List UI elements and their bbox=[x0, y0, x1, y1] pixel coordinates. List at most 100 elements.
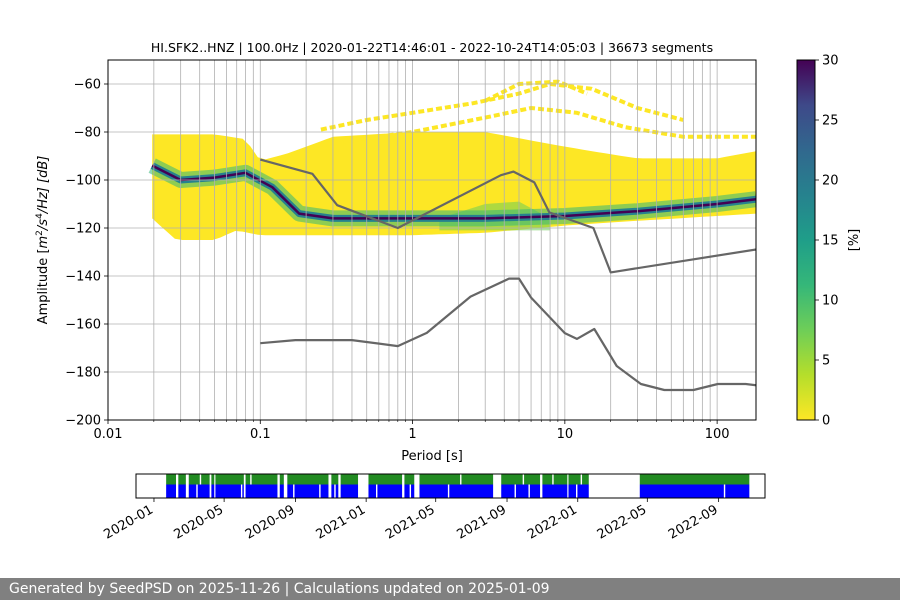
timeline-tick-label: 2020-09 bbox=[243, 502, 298, 542]
series-nlnm bbox=[260, 277, 756, 392]
timeline-gap-top bbox=[522, 474, 525, 485]
timeline-gap-bottom bbox=[196, 484, 198, 498]
timeline-gap-bottom bbox=[293, 484, 295, 498]
x-axis-label: Period [s] bbox=[401, 449, 463, 464]
timeline-tick-label: 2020-01 bbox=[101, 502, 156, 542]
timeline-tick-label: 2021-05 bbox=[383, 502, 438, 542]
timeline-segment-top bbox=[279, 474, 284, 485]
grid-layer bbox=[108, 60, 756, 420]
y-tick-label: −60 bbox=[74, 78, 101, 93]
colorbar-tick-label: 5 bbox=[822, 354, 830, 369]
colorbar-tick-label: 25 bbox=[822, 114, 839, 129]
timeline-segment-top bbox=[404, 474, 415, 485]
timeline-gap-bottom bbox=[409, 484, 412, 498]
timeline-segment-bottom bbox=[287, 484, 329, 498]
timeline-segment-bottom bbox=[340, 484, 359, 498]
timeline-segment-bottom bbox=[542, 484, 568, 498]
timeline-tick-label: 2022-05 bbox=[595, 502, 650, 542]
plot-area bbox=[108, 60, 756, 420]
timeline-segment-bottom bbox=[368, 484, 403, 498]
timeline-segment-top bbox=[340, 474, 359, 485]
timeline-segment-bottom bbox=[419, 484, 494, 498]
y-tick-label: −100 bbox=[65, 174, 101, 189]
timeline-segment-bottom bbox=[404, 484, 415, 498]
x-tick-label: 100 bbox=[705, 427, 730, 442]
timeline-gap-bottom bbox=[528, 484, 530, 498]
timeline-segment-top bbox=[501, 474, 541, 485]
density-layer bbox=[148, 79, 756, 240]
colorbar-tick-label: 20 bbox=[822, 174, 839, 189]
timeline-gap-top bbox=[199, 474, 202, 485]
timeline-gap-top bbox=[250, 474, 252, 485]
timeline-segment-bottom bbox=[188, 484, 210, 498]
colorbar-tick-label: 10 bbox=[822, 294, 839, 309]
y-axis: −60 −80 −100 −120 −140 −160 −180 −200 bbox=[65, 78, 108, 429]
x-tick-label: 1 bbox=[408, 427, 416, 442]
timeline-segment-bottom bbox=[279, 484, 284, 498]
footer-text: Generated by SeedPSD on 2025-11-26 | Cal… bbox=[9, 581, 550, 597]
x-tick-label: 10 bbox=[557, 427, 574, 442]
timeline-tick-label: 2021-09 bbox=[454, 502, 509, 542]
timeline-segment-top bbox=[188, 474, 210, 485]
timeline-segment-top bbox=[542, 474, 568, 485]
timeline-gap-bottom bbox=[723, 484, 726, 498]
colorbar-label: [%] bbox=[847, 229, 862, 252]
timeline-segment-top bbox=[178, 474, 186, 485]
timeline-axis: 2020-01 2020-05 2020-09 2021-01 2021-05 2021-… bbox=[101, 498, 721, 543]
timeline-gap-bottom bbox=[447, 484, 450, 498]
timeline-segment-top bbox=[368, 474, 403, 485]
timeline-gap-bottom bbox=[576, 484, 578, 498]
x-tick-label: 0.01 bbox=[94, 427, 123, 442]
timeline-gap-bottom bbox=[319, 484, 321, 498]
y-tick-label: −160 bbox=[65, 318, 101, 333]
footer-bar: Generated by SeedPSD on 2025-11-26 | Cal… bbox=[0, 578, 900, 600]
y-tick-label: −180 bbox=[65, 366, 101, 381]
timeline-segment-top bbox=[639, 474, 750, 485]
y-axis-label: Amplitude [m2/s4/Hz] [dB] bbox=[35, 156, 51, 325]
timeline-segment-bottom bbox=[639, 484, 750, 498]
y-tick-label: −120 bbox=[65, 222, 101, 237]
timeline-tick-label: 2022-01 bbox=[525, 502, 580, 542]
y-tick-label: −140 bbox=[65, 270, 101, 285]
timeline-tick-label: 2022-09 bbox=[666, 502, 721, 542]
colorbar-tick-label: 0 bbox=[822, 414, 830, 429]
timeline-gap-top bbox=[580, 474, 583, 485]
timeline-segment-top bbox=[568, 474, 589, 485]
timeline-segment-top bbox=[287, 474, 329, 485]
x-axis: 0.01 0.1 1 10 100 bbox=[94, 420, 730, 442]
density-sparse-band bbox=[342, 105, 756, 144]
timeline-segment-top bbox=[215, 474, 244, 485]
timeline-tick-label: 2020-05 bbox=[172, 502, 227, 542]
y-tick-label: −80 bbox=[74, 126, 101, 141]
psd-figure: HI.SFK2..HNZ | 100.0Hz | 2020-01-22T14:4… bbox=[35, 40, 862, 543]
density-sparse-band bbox=[484, 79, 588, 103]
timeline-segment-bottom bbox=[501, 484, 541, 498]
timeline-gap-top bbox=[460, 474, 462, 485]
plot-frame bbox=[107, 59, 757, 421]
timeline-segment-top bbox=[331, 474, 339, 485]
timeline-gap-bottom bbox=[376, 484, 378, 498]
timeline-gap-bottom bbox=[514, 484, 516, 498]
timeline-segment-bottom bbox=[215, 484, 244, 498]
timeline-segment-top bbox=[245, 474, 278, 485]
chart-title: HI.SFK2..HNZ | 100.0Hz | 2020-01-22T14:4… bbox=[151, 40, 713, 55]
timeline-segment-bottom bbox=[245, 484, 278, 498]
data-availability-timeline bbox=[166, 474, 750, 498]
timeline-segment-bottom bbox=[211, 484, 215, 498]
x-tick-label: 0.1 bbox=[250, 427, 271, 442]
timeline-segment-top bbox=[419, 474, 494, 485]
colorbar-ticks: 0 5 10 15 20 25 30 bbox=[815, 54, 839, 429]
timeline-gap-bottom bbox=[334, 484, 336, 498]
timeline-gap-top bbox=[552, 474, 554, 485]
timeline-segment-bottom bbox=[568, 484, 589, 498]
colorbar-tick-label: 15 bbox=[822, 234, 839, 249]
y-tick-label: −200 bbox=[65, 414, 101, 429]
colorbar-tick-label: 30 bbox=[822, 54, 839, 69]
timeline-segment-bottom bbox=[178, 484, 186, 498]
series-layer bbox=[260, 158, 756, 392]
timeline-segment-top bbox=[211, 474, 215, 485]
timeline-frame bbox=[135, 473, 766, 499]
colorbar bbox=[796, 59, 816, 421]
series-nhnm bbox=[260, 158, 756, 274]
timeline-segment-top bbox=[166, 474, 177, 485]
